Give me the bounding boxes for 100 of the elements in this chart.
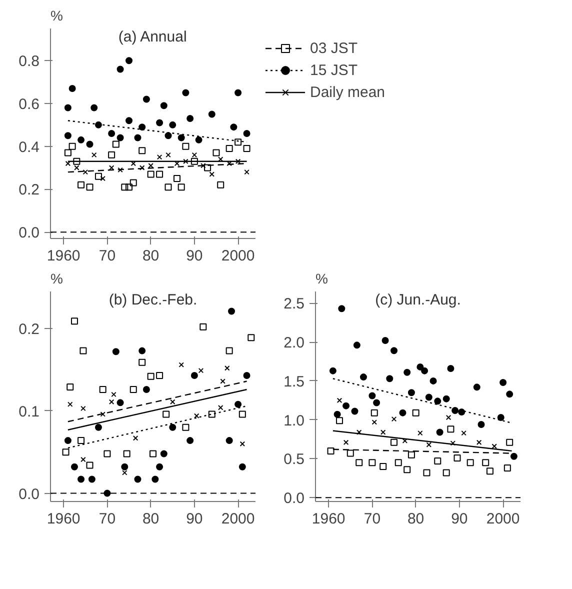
y-tick-label: 0.1 [18,403,40,420]
point [148,163,154,168]
point [423,469,430,476]
point [390,438,398,446]
point [402,438,408,444]
point [212,149,220,156]
point [70,318,78,325]
point [234,400,242,408]
point [434,458,442,465]
point [78,476,85,483]
point [170,399,176,404]
point [99,386,106,393]
point [399,409,406,416]
point [346,450,354,457]
point [80,456,86,462]
y-tick-label: 1.0 [284,412,305,430]
y-tick-label: 0.2 [18,321,40,338]
point [64,104,72,112]
point [224,365,230,371]
point [394,459,402,466]
point [130,179,137,186]
point [80,347,87,354]
x-tick-label: 80 [407,510,424,528]
point [382,337,389,344]
point [104,450,111,458]
y-tick-label: 0.0 [18,224,40,242]
point [450,440,456,446]
point [86,184,94,191]
point [138,147,146,154]
point [156,154,162,160]
point [473,384,480,391]
point [426,442,432,448]
point [380,430,386,435]
point [418,430,423,436]
point [368,459,376,466]
x-tick-label: 1960 [46,248,80,264]
point [94,424,102,431]
point [218,404,224,410]
point [373,399,380,406]
point [504,464,511,472]
point [112,348,120,356]
point [142,386,150,393]
point [195,136,202,144]
x-tick-label: 1960 [312,510,346,528]
point [356,430,362,435]
point [116,66,124,73]
point [425,394,432,401]
point [334,410,341,418]
point [380,463,387,470]
chart-title: (c) Jun.-Aug. [375,292,461,308]
point [238,463,246,470]
point [178,184,185,191]
point [452,407,459,414]
x-tick-label: 70 [98,248,116,264]
point [126,117,133,124]
x-tick-label: 70 [364,510,381,528]
point [353,342,360,349]
y-tick-label: 2.5 [284,296,305,313]
point [156,119,164,126]
point [139,165,145,170]
point [200,163,206,168]
point [116,134,124,142]
point [182,424,190,431]
point [90,104,98,112]
point [209,172,215,177]
point [243,372,250,379]
point [126,57,133,64]
point [360,374,367,381]
point [104,490,111,497]
point [147,170,154,178]
point [108,151,116,158]
point [235,158,241,164]
point [421,367,428,374]
point [329,367,336,374]
point [386,375,394,382]
point [182,89,190,96]
point [226,145,233,152]
chart-title: (a) Annual [118,28,187,46]
point [436,428,444,436]
y-tick-label: 2.0 [284,334,305,352]
point [123,450,130,458]
point [134,476,142,483]
point [238,410,246,418]
point [234,89,242,96]
point [112,140,120,148]
legend-label: 03 JST [310,40,358,56]
point [190,372,198,379]
point [164,132,172,140]
point [461,430,466,436]
point [132,435,138,441]
point [78,181,85,188]
point [186,437,194,444]
point [336,398,342,404]
point [506,390,514,398]
point [466,459,474,466]
point [390,347,398,354]
point [160,102,168,110]
point [458,408,466,416]
point [100,176,106,182]
point [486,468,494,475]
